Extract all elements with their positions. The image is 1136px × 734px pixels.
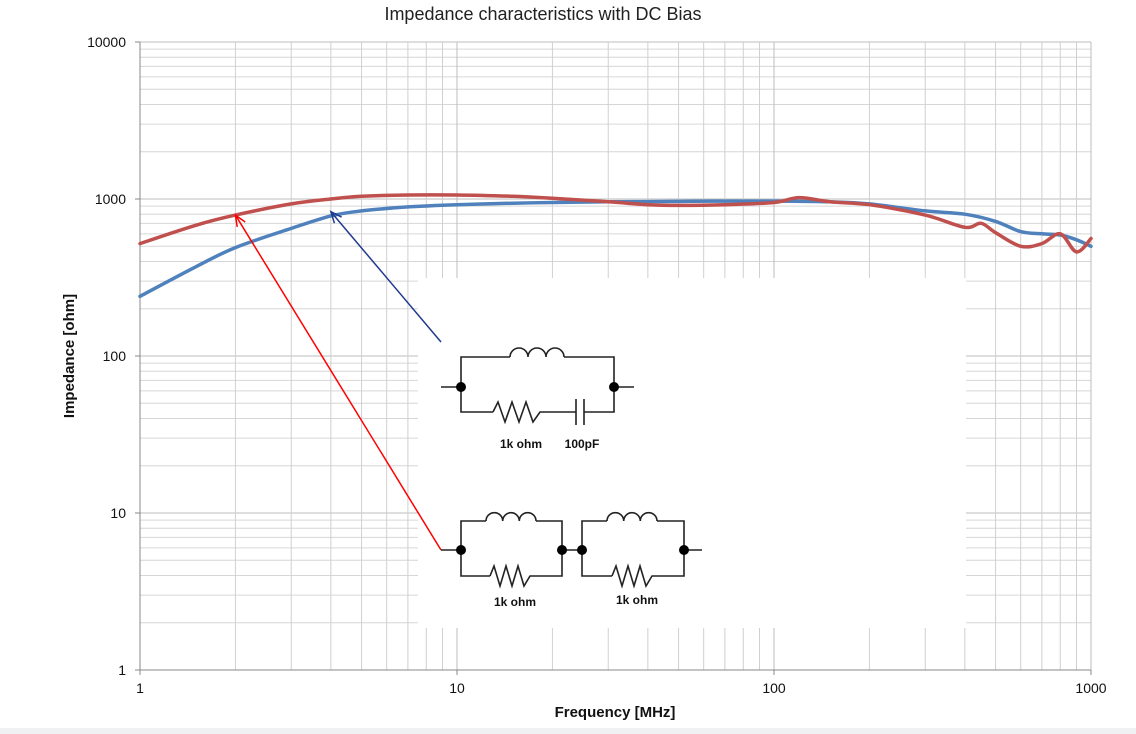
circuit2b-inductor <box>606 511 658 522</box>
circuit2b-resistor <box>611 563 656 589</box>
circuit2a-resistor <box>489 563 534 589</box>
annotation-arrow-head <box>234 213 246 228</box>
circuit1-resistor-label: 1k ohm <box>500 437 542 451</box>
circuit2-node-1 <box>456 545 466 555</box>
circuit1-wire-top <box>460 356 510 387</box>
bottom-strip <box>0 728 1136 734</box>
circuit1-wire-top-right <box>564 356 615 387</box>
circuit1-resistor <box>492 399 545 425</box>
circuit1-wire-bottom-left <box>460 387 493 413</box>
circuit2-node-2 <box>557 545 567 555</box>
circuit2a-wire <box>460 520 563 577</box>
circuit2a-resistor-label: 1k ohm <box>494 595 536 609</box>
circuit1-node-right <box>609 382 619 392</box>
circuit-blue-curve <box>441 347 634 425</box>
series-line-0 <box>138 199 1093 299</box>
circuit1-inductor <box>509 347 565 358</box>
y-tick-label: 10000 <box>87 34 126 50</box>
circuit2-node-4 <box>679 545 689 555</box>
annotation-arrow-line <box>330 211 442 343</box>
chart-title: Impedance characteristics with DC Bias <box>384 4 701 24</box>
y-tick-label: 1000 <box>95 191 126 207</box>
series-layer <box>138 193 1093 299</box>
x-tick-label: 10 <box>449 680 465 696</box>
y-tick-label: 1 <box>118 662 126 678</box>
circuit2a-inductor <box>485 511 537 522</box>
x-tick-label: 1 <box>136 680 144 696</box>
annotation-arrows <box>234 210 442 551</box>
annotation-arrow-line <box>234 214 442 551</box>
circuit1-wire-bottom-right <box>584 387 615 413</box>
x-tick-label: 100 <box>762 680 786 696</box>
circuit1-capacitor-label: 100pF <box>565 437 600 451</box>
x-tick-label: 1000 <box>1075 680 1106 696</box>
circuit1-node-left <box>456 382 466 392</box>
circuit2b-resistor-label: 1k ohm <box>616 593 658 607</box>
y-axis-label: Impedance [ohm] <box>61 294 78 418</box>
x-axis-label: Frequency [MHz] <box>555 704 676 721</box>
circuit2b-wire <box>581 520 685 577</box>
axis-ticks: 1 10 100 1000 1 10 100 1000 10000 <box>87 34 1107 696</box>
circuit-inset <box>418 278 966 628</box>
annotation-arrow-head <box>329 210 342 224</box>
y-tick-label: 100 <box>103 348 127 364</box>
y-tick-label: 10 <box>110 505 126 521</box>
series-line-1 <box>138 193 1093 254</box>
circuit2-node-3 <box>577 545 587 555</box>
